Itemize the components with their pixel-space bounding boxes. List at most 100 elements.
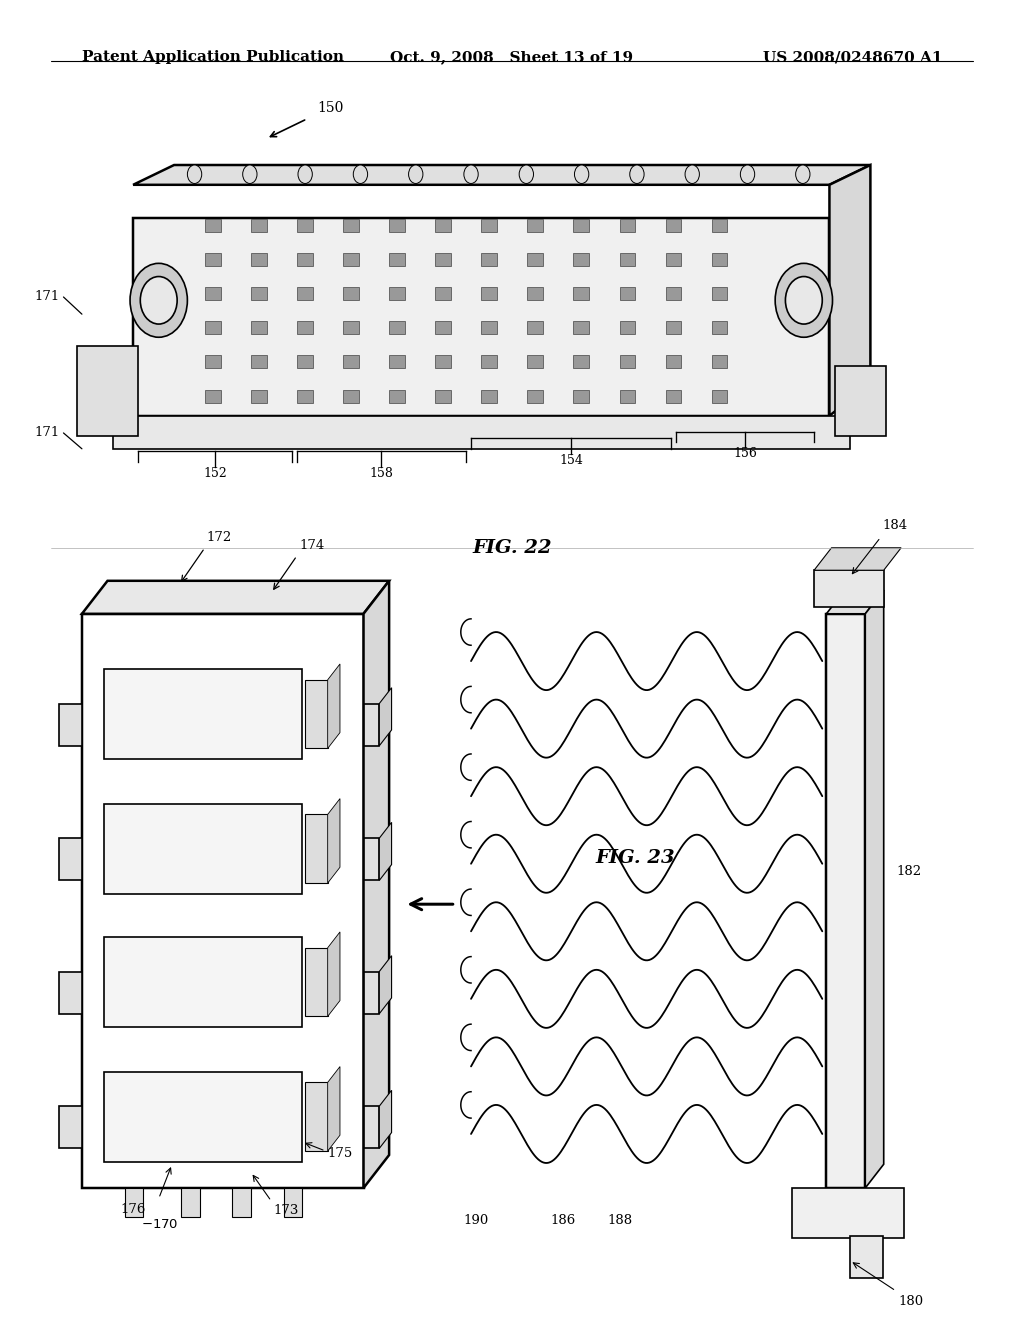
Polygon shape bbox=[814, 548, 901, 570]
Text: 156: 156 bbox=[733, 447, 757, 461]
FancyBboxPatch shape bbox=[481, 321, 497, 334]
FancyBboxPatch shape bbox=[666, 253, 681, 267]
FancyBboxPatch shape bbox=[573, 288, 589, 301]
FancyBboxPatch shape bbox=[251, 355, 266, 368]
FancyBboxPatch shape bbox=[814, 570, 884, 607]
FancyBboxPatch shape bbox=[620, 253, 635, 267]
FancyBboxPatch shape bbox=[573, 389, 589, 403]
FancyBboxPatch shape bbox=[389, 355, 404, 368]
FancyBboxPatch shape bbox=[389, 389, 404, 403]
FancyBboxPatch shape bbox=[527, 288, 543, 301]
Polygon shape bbox=[328, 932, 340, 1016]
Circle shape bbox=[130, 264, 187, 338]
FancyBboxPatch shape bbox=[435, 321, 451, 334]
FancyBboxPatch shape bbox=[527, 219, 543, 232]
FancyBboxPatch shape bbox=[59, 972, 82, 1014]
FancyBboxPatch shape bbox=[481, 389, 497, 403]
FancyBboxPatch shape bbox=[251, 389, 266, 403]
FancyBboxPatch shape bbox=[232, 1188, 251, 1217]
FancyBboxPatch shape bbox=[620, 321, 635, 334]
FancyBboxPatch shape bbox=[826, 614, 865, 1188]
FancyBboxPatch shape bbox=[620, 288, 635, 301]
FancyBboxPatch shape bbox=[343, 253, 358, 267]
FancyBboxPatch shape bbox=[527, 253, 543, 267]
Circle shape bbox=[464, 165, 478, 183]
Polygon shape bbox=[826, 590, 884, 614]
FancyBboxPatch shape bbox=[712, 321, 727, 334]
FancyBboxPatch shape bbox=[481, 253, 497, 267]
FancyBboxPatch shape bbox=[620, 355, 635, 368]
Text: Oct. 9, 2008   Sheet 13 of 19: Oct. 9, 2008 Sheet 13 of 19 bbox=[390, 50, 634, 65]
Text: 175: 175 bbox=[328, 1147, 353, 1160]
FancyBboxPatch shape bbox=[297, 219, 312, 232]
FancyBboxPatch shape bbox=[712, 389, 727, 403]
FancyBboxPatch shape bbox=[527, 355, 543, 368]
FancyBboxPatch shape bbox=[77, 346, 138, 436]
Circle shape bbox=[353, 165, 368, 183]
Circle shape bbox=[409, 165, 423, 183]
FancyBboxPatch shape bbox=[620, 389, 635, 403]
Circle shape bbox=[140, 277, 177, 325]
FancyBboxPatch shape bbox=[251, 321, 266, 334]
Circle shape bbox=[298, 165, 312, 183]
Text: 188: 188 bbox=[607, 1214, 632, 1228]
FancyBboxPatch shape bbox=[59, 704, 82, 746]
FancyBboxPatch shape bbox=[364, 1106, 379, 1148]
Text: 152: 152 bbox=[203, 467, 227, 480]
FancyBboxPatch shape bbox=[792, 1188, 904, 1238]
Polygon shape bbox=[379, 822, 391, 880]
Text: 171: 171 bbox=[34, 290, 59, 304]
FancyBboxPatch shape bbox=[481, 355, 497, 368]
Polygon shape bbox=[829, 165, 870, 416]
FancyBboxPatch shape bbox=[389, 253, 404, 267]
FancyBboxPatch shape bbox=[481, 288, 497, 301]
Polygon shape bbox=[328, 664, 340, 748]
Polygon shape bbox=[328, 799, 340, 883]
Circle shape bbox=[574, 165, 589, 183]
FancyBboxPatch shape bbox=[435, 355, 451, 368]
FancyBboxPatch shape bbox=[133, 218, 829, 416]
FancyBboxPatch shape bbox=[297, 321, 312, 334]
FancyBboxPatch shape bbox=[481, 219, 497, 232]
Text: 182: 182 bbox=[896, 865, 922, 878]
FancyBboxPatch shape bbox=[850, 1236, 883, 1278]
FancyBboxPatch shape bbox=[573, 253, 589, 267]
FancyBboxPatch shape bbox=[573, 219, 589, 232]
Text: 158: 158 bbox=[370, 467, 393, 480]
FancyBboxPatch shape bbox=[343, 355, 358, 368]
Text: Patent Application Publication: Patent Application Publication bbox=[82, 50, 344, 65]
FancyBboxPatch shape bbox=[666, 355, 681, 368]
FancyBboxPatch shape bbox=[435, 288, 451, 301]
Text: 186: 186 bbox=[551, 1214, 575, 1228]
FancyBboxPatch shape bbox=[205, 321, 220, 334]
Text: 190: 190 bbox=[464, 1214, 488, 1228]
FancyBboxPatch shape bbox=[712, 355, 727, 368]
FancyBboxPatch shape bbox=[666, 288, 681, 301]
FancyBboxPatch shape bbox=[305, 948, 328, 1016]
Polygon shape bbox=[364, 581, 389, 1188]
FancyBboxPatch shape bbox=[205, 389, 220, 403]
FancyBboxPatch shape bbox=[125, 1188, 143, 1217]
FancyBboxPatch shape bbox=[59, 838, 82, 880]
FancyBboxPatch shape bbox=[527, 321, 543, 334]
Circle shape bbox=[243, 165, 257, 183]
FancyBboxPatch shape bbox=[389, 321, 404, 334]
Text: 171: 171 bbox=[34, 426, 59, 440]
FancyBboxPatch shape bbox=[573, 355, 589, 368]
Circle shape bbox=[519, 165, 534, 183]
Text: US 2008/0248670 A1: US 2008/0248670 A1 bbox=[763, 50, 942, 65]
Circle shape bbox=[775, 264, 833, 338]
Polygon shape bbox=[865, 590, 884, 1188]
Text: 176: 176 bbox=[121, 1203, 145, 1216]
FancyBboxPatch shape bbox=[297, 288, 312, 301]
FancyBboxPatch shape bbox=[666, 321, 681, 334]
FancyBboxPatch shape bbox=[297, 389, 312, 403]
FancyBboxPatch shape bbox=[305, 1082, 328, 1151]
FancyBboxPatch shape bbox=[364, 704, 379, 746]
Circle shape bbox=[685, 165, 699, 183]
Polygon shape bbox=[379, 1090, 391, 1148]
FancyBboxPatch shape bbox=[712, 219, 727, 232]
FancyBboxPatch shape bbox=[251, 219, 266, 232]
FancyBboxPatch shape bbox=[389, 219, 404, 232]
FancyBboxPatch shape bbox=[284, 1188, 302, 1217]
